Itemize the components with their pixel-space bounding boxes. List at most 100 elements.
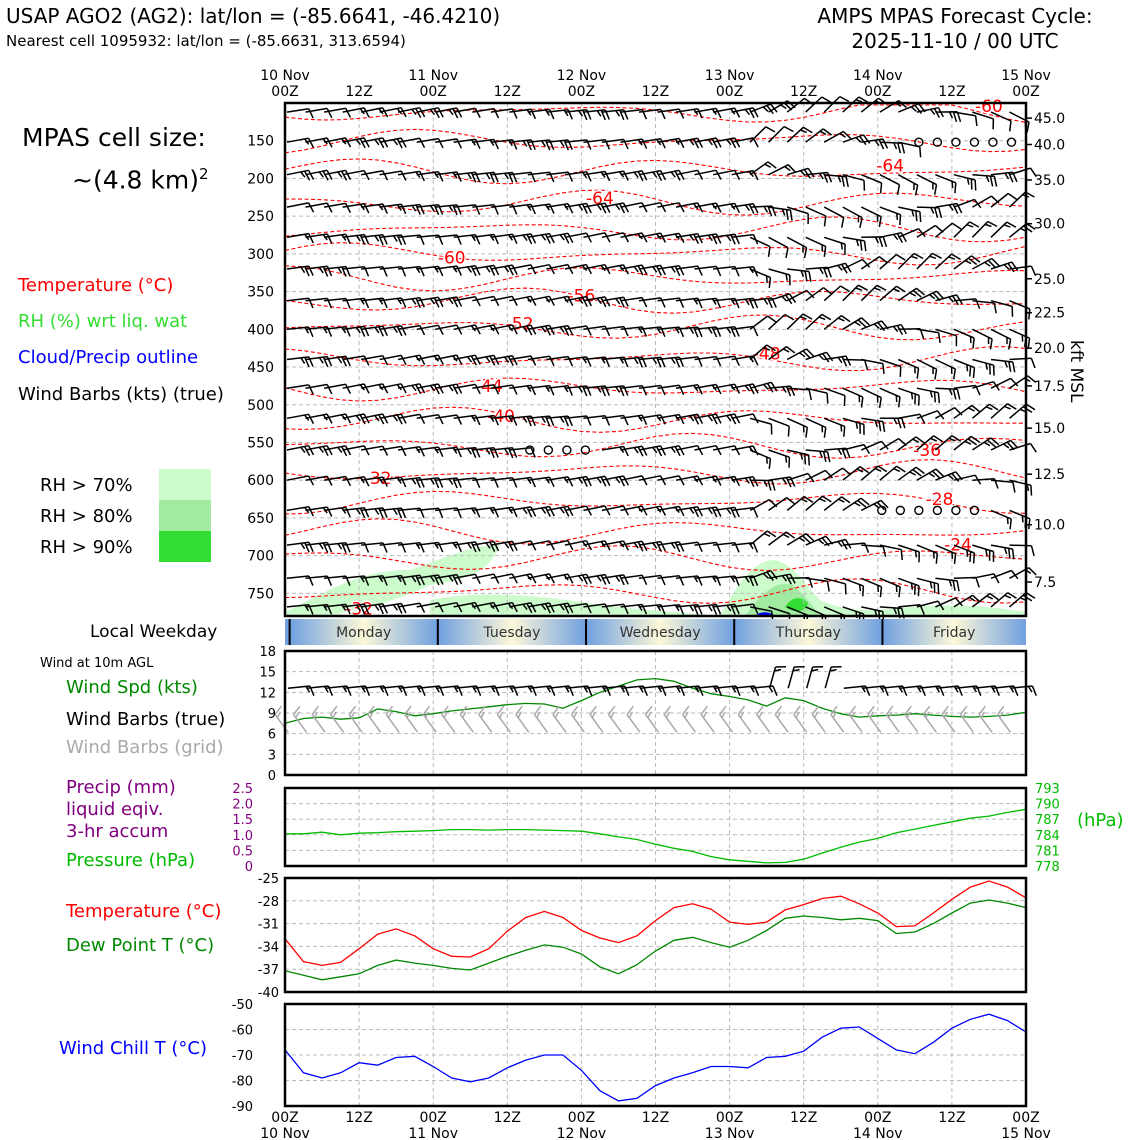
- wind-barb: [675, 541, 703, 553]
- calm-wind-circle: [1006, 137, 1017, 147]
- wind-barb: [323, 445, 352, 457]
- wind-barb: [694, 169, 722, 180]
- wind-barb: [861, 417, 886, 433]
- wind-barb: [713, 326, 740, 338]
- wind-barb: [731, 107, 759, 119]
- pressure-tick-label: 350: [247, 285, 274, 301]
- temperature-contour-line: [284, 314, 1027, 341]
- wind-barb: [527, 263, 555, 275]
- wind-barb: [842, 577, 865, 597]
- wind-barb: [360, 603, 388, 615]
- wind-barb: [416, 477, 444, 489]
- wind10m-grid-barb: [626, 705, 641, 733]
- rh-area-70-tuesday: [285, 545, 500, 616]
- wind-barb: [861, 138, 889, 150]
- temperature-contour-label: -28: [926, 490, 954, 510]
- temperature-panel-label: Temperature (°C): [66, 901, 222, 922]
- calm-wind-circle: [877, 505, 887, 516]
- wind-barb: [768, 125, 794, 143]
- wind-barb: [805, 417, 827, 438]
- wind-barb: [323, 169, 352, 181]
- wind-barb: [1009, 222, 1036, 238]
- wind-barb: [787, 449, 811, 466]
- wind-barb: [323, 383, 352, 394]
- wind-y-tick-label: 6: [268, 728, 276, 743]
- wind-barb: [323, 107, 352, 118]
- pressure-y-tick-label: 790: [1035, 798, 1060, 813]
- wind-barb: [972, 573, 1000, 584]
- wind-barb: [435, 204, 462, 216]
- wind-barb: [397, 574, 425, 586]
- wind-barb: [897, 174, 919, 196]
- wind-barb: [898, 103, 926, 114]
- pressure-tick-label: 550: [247, 435, 274, 451]
- wind10m-grid-barb: [515, 705, 530, 733]
- bottom-hour-label: 00Z: [271, 1110, 298, 1126]
- wind-barb: [786, 289, 815, 302]
- top-date-label: 11 Nov: [408, 68, 458, 84]
- wind-barb: [286, 202, 315, 213]
- wind-barb: [416, 574, 444, 586]
- wind-barb: [860, 465, 888, 481]
- wind-barb: [379, 234, 407, 246]
- wind-barb: [379, 170, 407, 181]
- wind10m-grid-barb: [737, 705, 752, 733]
- top-hour-label: 00Z: [271, 84, 298, 100]
- wind-barb: [564, 295, 592, 308]
- wind-barb: [842, 173, 866, 191]
- cross-section-panel: -60-64-64-60-56-52-48-44-40-36-32-28-24-…: [247, 68, 1065, 627]
- kft-tick-label: 22.5: [1034, 306, 1065, 322]
- wind-barb: [805, 495, 832, 511]
- wind10m-true-barb: [751, 685, 778, 696]
- wind-barb: [583, 109, 610, 121]
- wind-barb: [657, 108, 685, 119]
- wind-barb: [323, 475, 352, 487]
- wind-barb: [842, 417, 865, 435]
- wind-barb: [490, 108, 518, 119]
- wind-barb: [935, 294, 963, 306]
- wind-barb: [786, 167, 815, 179]
- wind-barb: [935, 544, 957, 565]
- wind-barb: [546, 505, 574, 517]
- wind-barb: [916, 206, 943, 219]
- wind-barb: [731, 265, 759, 277]
- wind-barb: [601, 385, 629, 397]
- wind-barb: [472, 171, 499, 183]
- wind-barb: [990, 299, 1014, 317]
- wind-barb: [768, 449, 791, 468]
- wind-barb: [342, 137, 370, 149]
- wind-y-tick-label: 0: [268, 769, 276, 784]
- wind-barb: [842, 96, 869, 113]
- wind-barb: [453, 295, 481, 307]
- wind-barb: [768, 268, 791, 286]
- precip-y-tick-label: 1.0: [232, 829, 253, 844]
- wind-barb: [990, 509, 1012, 530]
- wind-barb: [286, 444, 315, 457]
- wind-barb: [472, 447, 499, 459]
- wind-barb: [305, 383, 333, 395]
- wind-barb: [435, 296, 463, 308]
- pressure-line: [285, 808, 1027, 864]
- wind-barb: [972, 257, 1000, 270]
- wind-barb: [972, 299, 997, 314]
- wind-barb: [842, 284, 868, 302]
- chill-y-tick-label: -90: [232, 1100, 253, 1115]
- wind-barb: [860, 255, 889, 270]
- wind-barb: [731, 506, 759, 518]
- wind-barb: [971, 437, 1000, 451]
- wind-barb: [601, 202, 630, 214]
- wind-barb: [972, 544, 995, 562]
- bottom-hour-label: 00Z: [419, 1110, 446, 1126]
- wind-barb: [953, 435, 981, 451]
- wind-barb: [379, 325, 407, 337]
- temperature-contour-line: [284, 377, 1027, 402]
- wind10m-grid-barb: [441, 705, 456, 733]
- wind-barb: [786, 495, 814, 511]
- wind-barb: [564, 475, 592, 487]
- wind-barb: [953, 544, 976, 564]
- wind-barb: [712, 355, 740, 367]
- wind-barb: [472, 383, 500, 395]
- temperature-contour-label: -32: [364, 469, 392, 489]
- wind-barb: [509, 324, 537, 336]
- wind-barb: [823, 206, 845, 228]
